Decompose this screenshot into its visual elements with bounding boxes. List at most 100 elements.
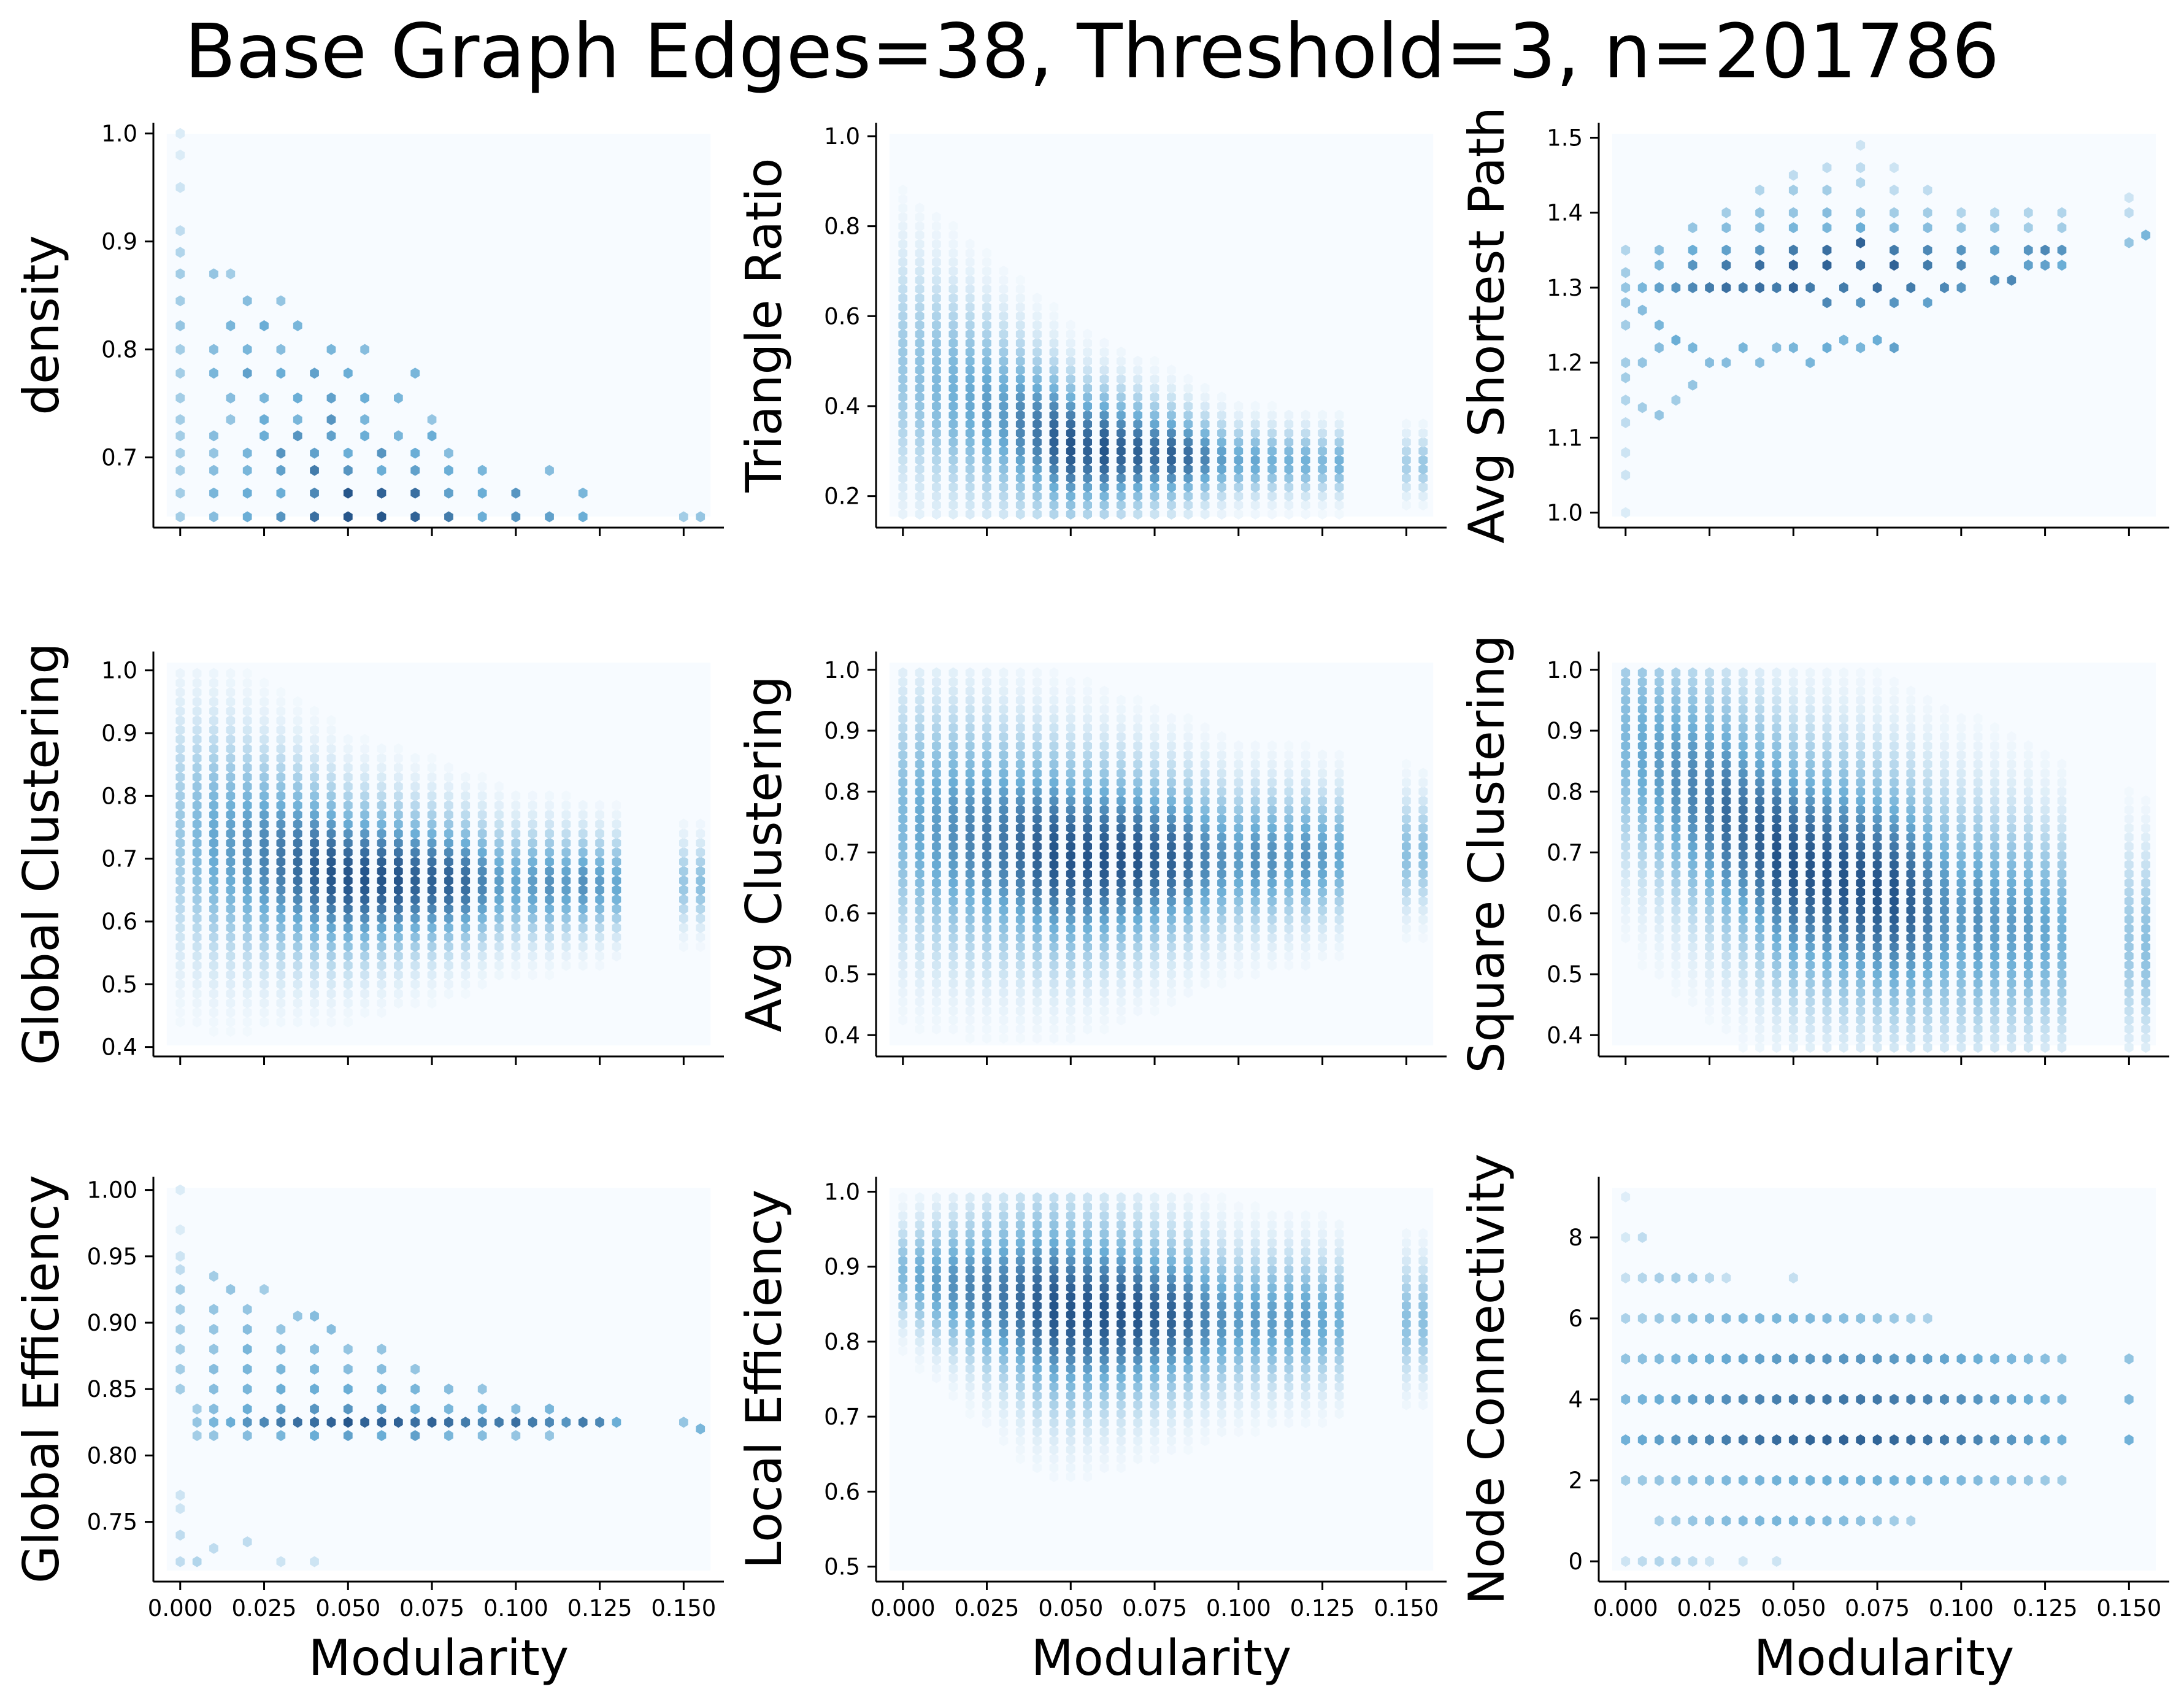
- hexbin-cell: [932, 1014, 941, 1026]
- hexbin-cell: [175, 828, 185, 839]
- y-tick-label: 1.0: [1547, 500, 1583, 526]
- hexbin-cell: [948, 904, 958, 916]
- hexbin-cell: [1234, 463, 1244, 475]
- hexbin-cell: [932, 969, 941, 980]
- hexbin-cell: [1015, 1005, 1025, 1017]
- hexbin-cell: [932, 676, 941, 688]
- hexbin-cell: [948, 749, 958, 761]
- hexbin-cell: [293, 818, 302, 830]
- hexbin-cell: [999, 1023, 1009, 1035]
- hexbin-cell: [1890, 260, 1899, 271]
- hexbin-cell: [360, 884, 369, 896]
- y-tick-label: 0.6: [101, 909, 137, 935]
- hexbin-cell: [965, 1005, 975, 1017]
- hexbin-cell: [343, 734, 353, 745]
- hexbin-cell: [982, 328, 991, 340]
- hexbin-cell: [982, 895, 991, 907]
- hexbin-cell: [1167, 840, 1176, 852]
- hexbin-cell: [1301, 436, 1310, 448]
- hexbin-cell: [999, 436, 1009, 448]
- hexbin-cell: [898, 499, 908, 511]
- hexbin-cell: [343, 866, 353, 877]
- hexbin-cell: [293, 969, 302, 980]
- hexbin-cell: [1167, 777, 1176, 788]
- hexbin-cell: [965, 509, 975, 520]
- hexbin-cell: [293, 950, 302, 962]
- hexbin-cell: [1150, 509, 1159, 520]
- hexbin-cell: [545, 828, 554, 839]
- hexbin-cell: [932, 895, 941, 907]
- hexbin-cell: [1200, 490, 1210, 502]
- hexbin-cell: [1318, 499, 1327, 511]
- hexbin-cell: [326, 715, 336, 726]
- hexbin-cell: [1167, 463, 1176, 475]
- hexbin-cell: [1032, 1023, 1042, 1035]
- hexbin-cell: [377, 884, 386, 896]
- hexbin-cell: [1099, 509, 1109, 520]
- hexbin-cell: [175, 225, 185, 236]
- hexbin-cell: [242, 753, 252, 764]
- hexbin-cell: [394, 790, 403, 802]
- hexbin-cell: [511, 847, 521, 858]
- x-tick-label: 0.125: [567, 1595, 633, 1621]
- hexbin-cell: [1032, 913, 1042, 925]
- hexbin-cell: [1217, 499, 1226, 511]
- hexbin-cell: [1133, 382, 1143, 394]
- x-tick-label: 0.100: [483, 1595, 548, 1621]
- x-axis-label: Modularity: [1754, 1629, 2015, 1687]
- hexbin-cell: [915, 256, 925, 268]
- hexbin-cell: [948, 694, 958, 706]
- hexbin-cell: [260, 969, 269, 980]
- hexbin-cell: [1956, 260, 1966, 271]
- hexbin-cell: [561, 931, 571, 943]
- hexbin-cell: [1334, 445, 1344, 457]
- hexbin-cell: [561, 809, 571, 820]
- hexbin-cell: [948, 266, 958, 277]
- hexbin-cell: [898, 923, 908, 934]
- hexbin-cell: [343, 979, 353, 990]
- x-tick-label: 0.100: [1929, 1595, 1994, 1621]
- x-tick-label: 0.075: [399, 1595, 464, 1621]
- hexbin-cell: [209, 856, 218, 867]
- hexbin-cell: [260, 799, 269, 811]
- hexbin-cell: [1032, 868, 1042, 880]
- hexbin-cell: [915, 722, 925, 734]
- hexbin-cell: [326, 931, 336, 943]
- hexbin-cell: [898, 482, 908, 493]
- hexbin-cell: [1049, 364, 1059, 376]
- hexbin-cell: [1133, 960, 1143, 971]
- hexbin-cell: [915, 463, 925, 475]
- hexbin-cell: [965, 850, 975, 861]
- hexbin-cell: [410, 464, 420, 476]
- hexbin-cell: [260, 320, 269, 331]
- hexbin-cell: [1200, 913, 1210, 925]
- hexbin-cell: [427, 950, 437, 962]
- x-tick-label: 0.000: [871, 1595, 936, 1621]
- hexbin-cell: [360, 743, 369, 755]
- hexbin-cell: [595, 960, 604, 971]
- hexbin-cell: [494, 799, 504, 811]
- hexbin-cell: [1856, 139, 1866, 151]
- hexbin-cell: [310, 487, 319, 499]
- hexbin-cell: [1032, 977, 1042, 989]
- hexbin-cell: [1083, 859, 1092, 871]
- hexbin-cell: [477, 875, 487, 887]
- hexbin-cell: [999, 731, 1009, 742]
- hexbin-cell: [511, 875, 521, 887]
- hexbin-cell: [1015, 713, 1025, 725]
- hexbin-cell: [1234, 409, 1244, 421]
- hexbin-cell: [679, 894, 688, 906]
- hexbin-cell: [310, 847, 319, 858]
- hexbin-cell: [1822, 244, 1832, 256]
- hexbin-cell: [561, 903, 571, 915]
- hexbin-cell: [410, 960, 420, 971]
- hexbin-cell: [1015, 868, 1025, 880]
- hexbin-cell: [326, 998, 336, 1009]
- hexbin-cell: [1015, 1014, 1025, 1026]
- hexbin-cell: [965, 374, 975, 385]
- hexbin-cell: [948, 310, 958, 322]
- hexbin-cell: [209, 922, 218, 934]
- hexbin-cell: [915, 409, 925, 421]
- hexbin-cell: [2124, 207, 2134, 218]
- hexbin-cell: [1167, 904, 1176, 916]
